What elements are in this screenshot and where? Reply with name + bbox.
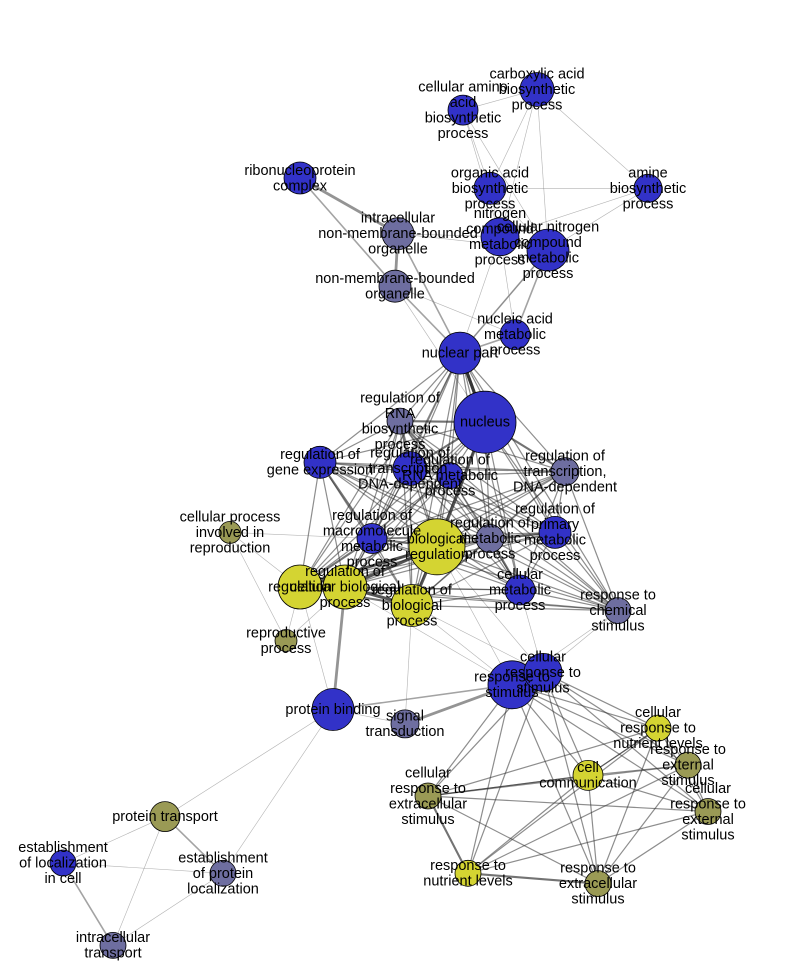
svg-text:nucleus: nucleus [460, 415, 510, 431]
svg-text:response to: response to [670, 796, 746, 812]
svg-text:regulation of: regulation of [450, 516, 531, 532]
svg-text:process: process [512, 98, 563, 114]
svg-text:intracellular: intracellular [361, 211, 435, 227]
svg-text:regulation: regulation [405, 547, 469, 563]
svg-text:primary: primary [531, 517, 580, 533]
svg-text:biosynthetic: biosynthetic [499, 82, 576, 98]
svg-text:in cell: in cell [44, 871, 81, 887]
svg-text:of localization: of localization [19, 856, 107, 872]
svg-text:nuclear part: nuclear part [422, 346, 499, 362]
svg-text:cellular: cellular [520, 649, 566, 665]
svg-text:process: process [261, 641, 312, 657]
svg-text:reproductive: reproductive [246, 625, 326, 641]
svg-text:stimulus: stimulus [516, 680, 569, 696]
svg-text:metabolic: metabolic [459, 531, 521, 547]
svg-text:extracellular: extracellular [559, 876, 637, 892]
svg-text:response to: response to [390, 781, 466, 797]
svg-text:RNA: RNA [385, 406, 416, 422]
svg-text:biosynthetic: biosynthetic [452, 181, 529, 197]
svg-text:external: external [682, 812, 734, 828]
svg-text:stimulus: stimulus [591, 619, 644, 635]
svg-text:process: process [623, 196, 674, 212]
svg-text:response to: response to [620, 721, 696, 737]
svg-text:regulation of: regulation of [332, 508, 413, 524]
svg-text:protein binding: protein binding [285, 702, 380, 718]
svg-text:response to: response to [430, 858, 506, 874]
svg-text:metabolic: metabolic [489, 583, 551, 599]
svg-text:regulation of: regulation of [305, 564, 386, 580]
svg-text:organic acid: organic acid [451, 165, 529, 181]
svg-text:response to: response to [505, 665, 581, 681]
svg-text:external: external [662, 758, 714, 774]
svg-text:RNA metabolic: RNA metabolic [402, 468, 498, 484]
svg-text:ribonucleoprotein: ribonucleoprotein [244, 163, 355, 179]
svg-text:cellular amino: cellular amino [418, 79, 507, 95]
svg-text:cellular: cellular [497, 567, 543, 583]
svg-text:cell: cell [577, 760, 599, 776]
svg-text:cellular: cellular [405, 765, 451, 781]
svg-text:metabolic: metabolic [484, 327, 546, 343]
svg-text:biosynthetic: biosynthetic [610, 181, 687, 197]
svg-text:reproduction: reproduction [190, 540, 271, 556]
svg-text:process: process [465, 547, 516, 563]
svg-text:biosynthetic: biosynthetic [362, 421, 439, 437]
svg-text:amine: amine [628, 165, 668, 181]
svg-text:regulation of: regulation of [280, 447, 361, 463]
svg-text:transduction: transduction [366, 724, 445, 740]
svg-text:process: process [425, 484, 476, 500]
svg-text:cellular process: cellular process [180, 509, 281, 525]
svg-text:cellular nitrogen: cellular nitrogen [497, 219, 599, 235]
svg-text:communication: communication [539, 776, 637, 792]
svg-text:intracellular: intracellular [76, 930, 150, 946]
svg-text:acid: acid [450, 95, 477, 111]
svg-text:extracellular: extracellular [389, 796, 467, 812]
svg-text:response to: response to [650, 742, 726, 758]
svg-text:non-membrane-bounded: non-membrane-bounded [318, 226, 478, 242]
svg-text:regulation of: regulation of [525, 449, 606, 465]
svg-text:process: process [320, 595, 371, 611]
svg-text:stimulus: stimulus [401, 812, 454, 828]
svg-text:organelle: organelle [365, 286, 425, 302]
svg-text:biosynthetic: biosynthetic [425, 110, 502, 126]
svg-text:process: process [495, 598, 546, 614]
svg-text:response to: response to [560, 861, 636, 877]
svg-text:establishment: establishment [178, 850, 267, 866]
svg-text:biological: biological [407, 532, 467, 548]
svg-text:regulation of: regulation of [360, 390, 441, 406]
svg-text:metabolic: metabolic [341, 539, 403, 555]
svg-text:nucleic acid: nucleic acid [477, 312, 553, 328]
svg-text:stimulus: stimulus [571, 892, 624, 908]
svg-text:of protein: of protein [193, 866, 253, 882]
svg-text:transport: transport [84, 946, 141, 962]
svg-text:transcription,: transcription, [523, 464, 606, 480]
svg-text:DNA-dependent: DNA-dependent [513, 480, 617, 496]
svg-text:process: process [523, 266, 574, 282]
svg-text:process: process [530, 548, 581, 564]
svg-text:cellular: cellular [635, 705, 681, 721]
svg-text:protein transport: protein transport [112, 809, 218, 825]
svg-text:regulation of: regulation of [410, 453, 491, 469]
svg-text:process: process [387, 614, 438, 630]
svg-text:localization: localization [187, 881, 259, 897]
svg-text:signal: signal [386, 709, 424, 725]
svg-text:gene expression: gene expression [267, 463, 373, 479]
svg-text:organelle: organelle [368, 242, 428, 258]
svg-text:stimulus: stimulus [681, 827, 734, 843]
svg-text:biological: biological [382, 598, 442, 614]
svg-text:compound: compound [514, 235, 582, 251]
svg-text:process: process [438, 126, 489, 142]
svg-text:cellular: cellular [685, 781, 731, 797]
svg-text:regulation of: regulation of [372, 583, 453, 599]
svg-text:nutrient levels: nutrient levels [423, 874, 512, 890]
svg-text:response to: response to [580, 588, 656, 604]
svg-text:involved in: involved in [196, 525, 265, 541]
svg-text:metabolic: metabolic [517, 250, 579, 266]
svg-text:chemical: chemical [589, 603, 646, 619]
svg-text:non-membrane-bounded: non-membrane-bounded [315, 271, 475, 287]
svg-text:complex: complex [273, 178, 328, 194]
svg-text:metabolic: metabolic [524, 533, 586, 549]
svg-text:establishment: establishment [18, 840, 107, 856]
